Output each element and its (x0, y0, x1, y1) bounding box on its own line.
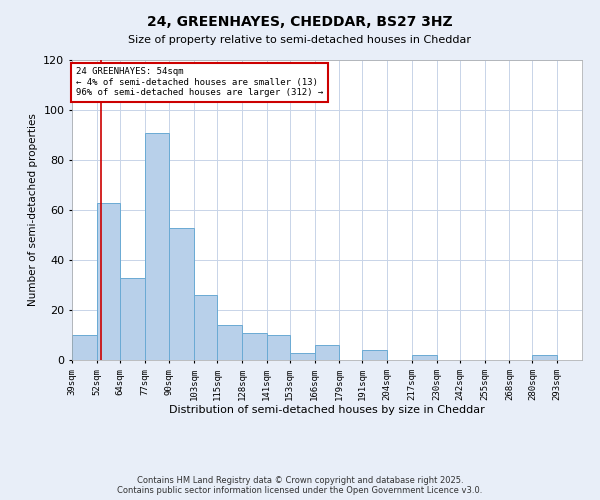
Bar (412, 355, 437, 360)
Bar (97, 202, 120, 360)
Bar (532, 355, 557, 360)
X-axis label: Distribution of semi-detached houses by size in Cheddar: Distribution of semi-detached houses by … (169, 406, 485, 415)
Bar (120, 278, 145, 360)
Text: Contains HM Land Registry data © Crown copyright and database right 2025.
Contai: Contains HM Land Registry data © Crown c… (118, 476, 482, 495)
Y-axis label: Number of semi-detached properties: Number of semi-detached properties (28, 114, 38, 306)
Bar (362, 350, 387, 360)
Bar (267, 335, 290, 360)
Bar (169, 228, 194, 360)
Bar (217, 325, 242, 360)
Text: Size of property relative to semi-detached houses in Cheddar: Size of property relative to semi-detach… (128, 35, 472, 45)
Bar (314, 345, 340, 360)
Bar (145, 132, 169, 360)
Text: 24, GREENHAYES, CHEDDAR, BS27 3HZ: 24, GREENHAYES, CHEDDAR, BS27 3HZ (147, 15, 453, 29)
Bar (290, 352, 314, 360)
Bar (194, 295, 217, 360)
Bar (242, 332, 267, 360)
Bar (72, 335, 97, 360)
Text: 24 GREENHAYES: 54sqm
← 4% of semi-detached houses are smaller (13)
96% of semi-d: 24 GREENHAYES: 54sqm ← 4% of semi-detach… (76, 68, 323, 98)
